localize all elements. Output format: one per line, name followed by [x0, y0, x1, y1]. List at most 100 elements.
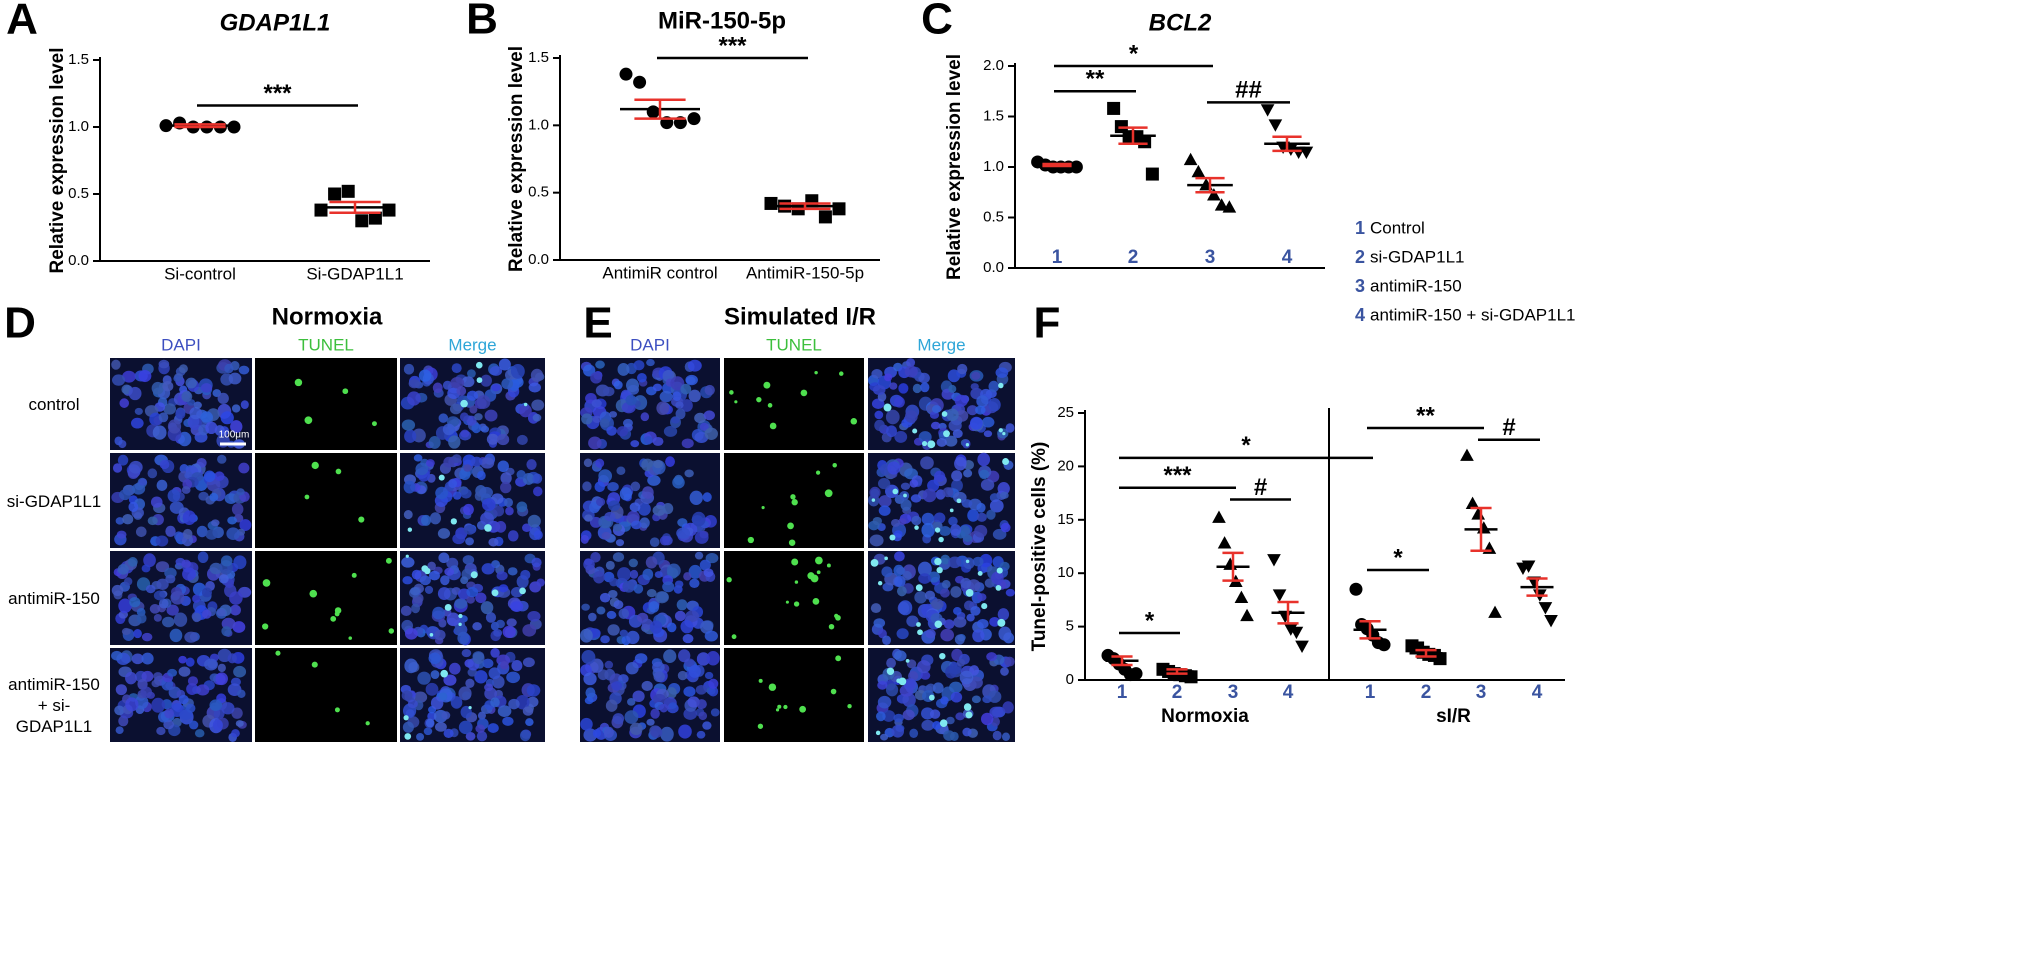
- nucleus: [917, 561, 932, 577]
- nucleus: [896, 585, 907, 597]
- tunel-spot: [815, 556, 823, 565]
- nucleus: [465, 537, 474, 546]
- nucleus: [532, 473, 543, 484]
- y-axis-label: Tunel-positive cells (%): [1029, 442, 1050, 652]
- tunel-spot: [335, 468, 342, 475]
- nucleus: [646, 358, 655, 367]
- nucleus: [943, 730, 955, 741]
- nucleus: [506, 671, 521, 684]
- legend-text: si-GDAP1L1: [1370, 247, 1464, 266]
- nucleus: [674, 580, 684, 588]
- nucleus: [151, 697, 165, 713]
- nucleus: [603, 386, 615, 397]
- nucleus: [590, 658, 604, 673]
- nucleus: [162, 616, 175, 628]
- nucleus: [687, 359, 702, 372]
- tunel-spot: [898, 677, 907, 686]
- chart-title: GDAP1L1: [220, 9, 331, 36]
- nucleus: [217, 663, 226, 673]
- tunel-spot: [491, 589, 499, 597]
- y-tick-label: 0.0: [983, 259, 1004, 276]
- nucleus: [619, 487, 633, 501]
- nucleus: [627, 698, 636, 706]
- nucleus: [427, 561, 436, 571]
- x-tick-label: 4: [1283, 682, 1294, 703]
- nucleus: [970, 383, 979, 390]
- nucleus: [156, 479, 168, 491]
- row-label: antimiR-150 + si-GDAP1L1: [8, 675, 100, 736]
- nucleus: [174, 531, 184, 542]
- channel-label: Merge: [917, 335, 965, 354]
- nucleus: [526, 684, 541, 697]
- nucleus: [583, 558, 595, 571]
- nucleus: [128, 501, 139, 512]
- nucleus: [946, 716, 955, 725]
- y-tick-label: 2.0: [983, 57, 1004, 74]
- tunel-spot: [304, 416, 313, 425]
- nucleus: [485, 612, 497, 623]
- nucleus: [948, 556, 962, 569]
- nucleus: [140, 686, 153, 699]
- nucleus: [407, 699, 418, 709]
- tunel-spot: [421, 565, 429, 573]
- tunel-spot: [388, 628, 395, 634]
- nucleus: [649, 537, 660, 548]
- data-point: [1260, 104, 1275, 117]
- data-point: [1295, 640, 1309, 653]
- nucleus: [155, 535, 169, 547]
- nucleus: [135, 695, 149, 710]
- nucleus: [977, 593, 987, 602]
- nucleus: [992, 528, 1007, 540]
- tunel-spot: [348, 636, 353, 640]
- y-tick-label: 15: [1057, 511, 1074, 528]
- nucleus: [874, 419, 885, 432]
- nucleus: [496, 571, 508, 581]
- nucleus: [662, 503, 674, 515]
- tunel-spot: [903, 493, 907, 498]
- data-point: [1521, 560, 1536, 573]
- nucleus: [201, 587, 213, 598]
- nucleus: [920, 671, 931, 680]
- nucleus: [590, 551, 601, 563]
- tunel-spot: [835, 614, 841, 621]
- nucleus: [482, 658, 494, 669]
- tunel-spot: [763, 381, 771, 389]
- tunel-spot: [429, 632, 434, 637]
- nucleus: [403, 480, 416, 494]
- nucleus: [952, 429, 963, 438]
- nucleus: [141, 632, 153, 642]
- nucleus: [976, 395, 989, 408]
- tunel-spot: [896, 678, 901, 683]
- nucleus: [188, 414, 202, 431]
- nucleus: [982, 695, 992, 704]
- nucleus: [449, 403, 462, 415]
- nucleus: [626, 630, 640, 645]
- data-point: [1240, 608, 1254, 622]
- nucleus: [663, 425, 678, 437]
- nucleus: [501, 378, 514, 390]
- tunel-spot: [892, 488, 899, 495]
- nucleus: [986, 652, 997, 662]
- nucleus: [963, 469, 973, 478]
- data-point: [687, 112, 701, 126]
- nucleus: [115, 726, 124, 735]
- significance-label: *: [1393, 544, 1403, 571]
- nucleus: [480, 512, 494, 526]
- nucleus: [596, 606, 606, 615]
- nucleus: [401, 690, 413, 701]
- nucleus: [438, 413, 449, 423]
- nucleus: [931, 598, 944, 610]
- nucleus: [403, 363, 415, 375]
- nucleus: [186, 703, 196, 713]
- data-point: [1465, 496, 1480, 509]
- scale-bar-label: 100μm: [219, 430, 250, 441]
- nucleus: [603, 726, 614, 738]
- tunel-spot: [998, 382, 1004, 389]
- nucleus: [951, 470, 963, 482]
- nucleus: [977, 452, 991, 467]
- nucleus: [678, 724, 692, 739]
- tunel-spot: [450, 518, 457, 525]
- nucleus: [594, 481, 605, 493]
- tunel-spot: [884, 556, 888, 561]
- nucleus: [116, 530, 127, 539]
